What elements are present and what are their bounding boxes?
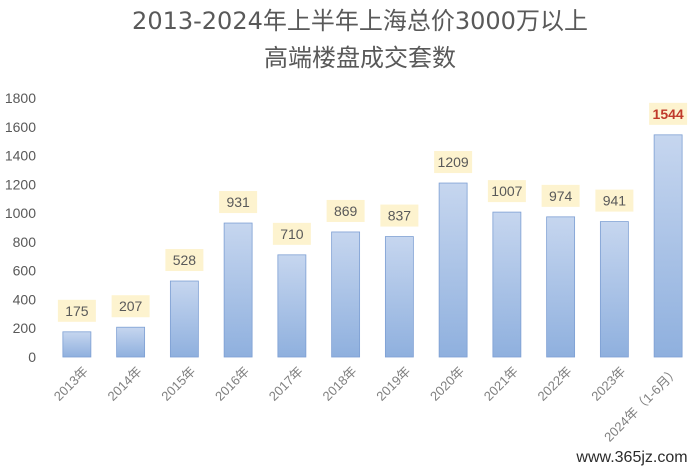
x-axis: 2013年 2014年 2015年 2016年 2017年 2018年 2019年 2020年…	[51, 364, 682, 445]
bar	[492, 211, 522, 358]
y-tick-label: 1200	[5, 176, 36, 192]
data-label-background	[541, 184, 580, 207]
x-tick-label: 2021年	[481, 364, 521, 404]
data-label: 1007	[491, 183, 522, 199]
bar	[277, 254, 307, 358]
data-label: 175	[65, 303, 89, 319]
x-tick-label: 2014年	[104, 364, 144, 404]
data-label-background	[165, 249, 204, 272]
y-tick-label: 1000	[5, 205, 36, 221]
data-label-background	[111, 295, 150, 318]
data-label-background	[326, 199, 365, 222]
y-tick-label: 800	[13, 234, 37, 250]
bar	[62, 331, 92, 358]
bar	[169, 280, 199, 358]
data-label: 1544	[653, 106, 684, 122]
data-label-background	[595, 189, 634, 212]
x-tick-label: 2020年	[427, 364, 467, 404]
data-label-background	[380, 204, 419, 227]
watermark: www.365jz.com	[575, 449, 687, 466]
bar	[116, 326, 146, 358]
data-label: 941	[603, 193, 627, 209]
x-tick-label: 2013年	[51, 364, 91, 404]
bar	[599, 221, 629, 358]
bar	[384, 236, 414, 358]
x-tick-label: 2018年	[319, 364, 359, 404]
bar	[653, 134, 683, 358]
y-axis: 0 200 400 600 800 1000 1200 1400 1600 1800	[5, 90, 36, 365]
data-label-background	[57, 299, 96, 322]
x-tick-label: 2022年	[534, 364, 574, 404]
y-tick-label: 1800	[5, 90, 36, 106]
bar	[223, 222, 253, 358]
bar	[438, 182, 468, 358]
data-label: 528	[173, 252, 197, 268]
data-label: 837	[388, 208, 412, 224]
y-tick-label: 200	[13, 320, 37, 336]
bars-group	[62, 134, 683, 358]
bar	[331, 231, 361, 358]
data-label-background	[487, 180, 526, 203]
data-label: 869	[334, 203, 358, 219]
data-label: 1209	[438, 154, 469, 170]
x-tick-label: 2019年	[373, 364, 413, 404]
y-tick-label: 1400	[5, 148, 36, 164]
data-label-background	[219, 191, 258, 214]
x-tick-label: 2016年	[212, 364, 252, 404]
y-tick-label: 600	[13, 263, 37, 279]
chart-title-line-2: 高端楼盘成交套数	[264, 44, 456, 72]
x-tick-label: 2017年	[266, 364, 306, 404]
y-tick-label: 400	[13, 291, 37, 307]
chart-title-line-1: 2013-2024年上半年上海总价3000万以上	[132, 7, 588, 35]
data-labels-group: 175 207 528 931 710 869 837 1209 1007 974 941 1544	[57, 102, 688, 322]
y-tick-label: 0	[28, 349, 36, 365]
x-tick-label: 2023年	[588, 364, 628, 404]
bar	[546, 216, 576, 358]
x-tick-label: 2015年	[158, 364, 198, 404]
y-tick-label: 1600	[5, 119, 36, 135]
data-label: 974	[549, 188, 573, 204]
data-label: 931	[226, 194, 250, 210]
data-label: 207	[119, 298, 143, 314]
data-label: 710	[280, 226, 304, 242]
data-label-background	[434, 151, 473, 174]
data-label-background	[272, 222, 311, 245]
data-label-background	[649, 102, 688, 125]
